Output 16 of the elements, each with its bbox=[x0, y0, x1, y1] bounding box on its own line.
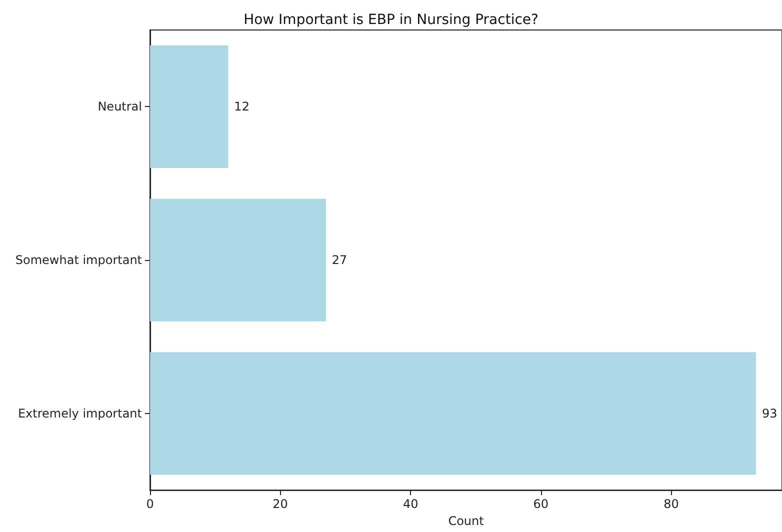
y-tick-label: Extremely important bbox=[18, 406, 142, 420]
x-axis-title: Count bbox=[448, 514, 484, 528]
bar bbox=[150, 198, 326, 322]
bar bbox=[150, 45, 228, 168]
x-tick-label: 0 bbox=[146, 497, 154, 512]
x-tick-label: 80 bbox=[664, 497, 679, 512]
x-tick-label: 60 bbox=[533, 497, 549, 512]
y-tick-label: Neutral bbox=[98, 100, 142, 114]
x-tick-label: 40 bbox=[402, 497, 418, 512]
data-label: 27 bbox=[332, 253, 348, 268]
data-label: 12 bbox=[234, 100, 250, 114]
y-tick-label: Somewhat important bbox=[15, 253, 142, 268]
bar bbox=[150, 352, 756, 475]
chart-title: How Important is EBP in Nursing Practice? bbox=[244, 12, 538, 28]
data-label: 93 bbox=[762, 406, 778, 420]
x-tick-label: 20 bbox=[272, 497, 288, 512]
